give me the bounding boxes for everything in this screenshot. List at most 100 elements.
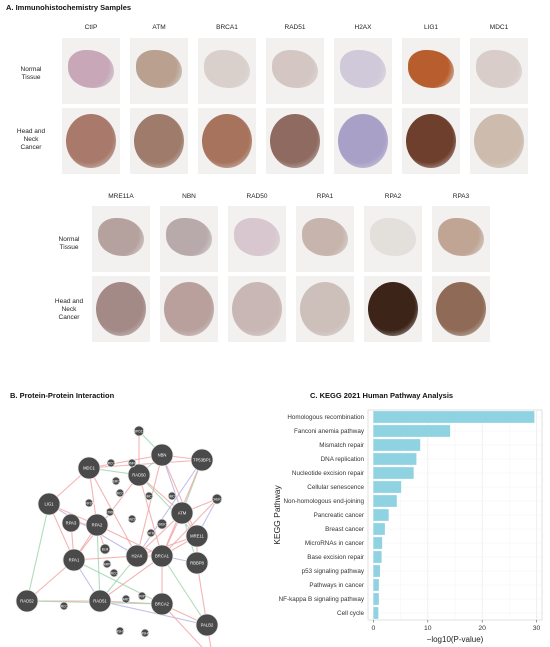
ppi-node-label-chek2: CHEK2 bbox=[212, 497, 223, 501]
bar-cell-cycle bbox=[373, 607, 379, 619]
cancer-tissue-image-atm bbox=[130, 108, 188, 174]
ppi-node-label-smc1: SMC1 bbox=[145, 494, 154, 498]
ppi-node-label-mre11: MRE11 bbox=[190, 533, 204, 538]
ppi-node-label-ercc1: ERCC1 bbox=[106, 461, 117, 465]
normal-tissue-image-mdc1-core bbox=[476, 50, 522, 88]
ppi-node-chek1: CHEK1 bbox=[156, 518, 168, 530]
ppi-node-circle-ercc4 bbox=[115, 488, 125, 498]
ppi-node-label-brca2: BRCA2 bbox=[155, 601, 170, 606]
y-tick-label-11: p53 signaling pathway bbox=[302, 568, 365, 575]
ppi-node-circle-brca2 bbox=[150, 592, 174, 616]
ppi-node-rnf168: RNF168 bbox=[83, 498, 95, 508]
ppi-edge-nbn-mre11 bbox=[161, 454, 198, 537]
normal-tissue-image-ctip-core bbox=[68, 50, 114, 88]
ppi-node-circle-lig1 bbox=[37, 492, 61, 516]
column-label-mdc1: MDC1 bbox=[489, 24, 509, 31]
cancer-tissue-image-h2ax bbox=[334, 108, 392, 174]
column-label-lig1: LIG1 bbox=[423, 24, 439, 31]
row-label-normal: Normal Tissue bbox=[20, 66, 42, 81]
bar-base-excision-repair bbox=[373, 551, 382, 563]
ppi-node-rpa3: RPA3 bbox=[61, 513, 81, 533]
column-label-rpa3: RPA3 bbox=[452, 193, 470, 200]
normal-tissue-image-atm-core bbox=[136, 50, 182, 88]
cancer-tissue-image-rad51-core bbox=[270, 114, 320, 168]
ppi-node-circle-smc3 bbox=[167, 491, 177, 501]
ppi-node-label-atrip: ATRIP bbox=[105, 510, 114, 514]
ppi-edge-tp53bp1-h2ax bbox=[136, 459, 203, 557]
normal-tissue-image-h2ax-core bbox=[340, 50, 386, 88]
cancer-tissue-image-nbn-core bbox=[164, 282, 214, 336]
ppi-node-label-parp1: PARP1 bbox=[102, 562, 112, 566]
column-label-rpa1: RPA1 bbox=[316, 193, 334, 200]
column-label-atm: ATM bbox=[152, 24, 166, 31]
ppi-node-circle-xrcc1 bbox=[109, 568, 119, 578]
ppi-node-circle-parp1 bbox=[102, 559, 112, 569]
bar-breast-cancer bbox=[373, 523, 385, 535]
row-label-normal: Normal Tissue bbox=[58, 236, 80, 251]
cancer-tissue-image-rpa1 bbox=[296, 276, 354, 342]
y-tick-label-13: NF-kappa B signaling pathway bbox=[279, 596, 365, 603]
normal-tissue-image-rad50-core bbox=[234, 218, 280, 256]
ppi-node-label-lig1: LIG1 bbox=[44, 501, 54, 506]
ppi-node-atm: ATM bbox=[170, 501, 194, 525]
ppi-node-label-nbn: NBN bbox=[158, 452, 167, 457]
ppi-node-smc3: SMC3 bbox=[167, 491, 177, 501]
cancer-tissue-image-mre11a-core bbox=[96, 282, 146, 336]
normal-tissue-image-lig1 bbox=[402, 38, 460, 104]
column-label-rad51: RAD51 bbox=[284, 24, 306, 31]
ppi-edge-lig1-rad52 bbox=[26, 503, 50, 602]
ppi-node-label-rpa2: RPA2 bbox=[92, 522, 103, 527]
y-tick-label-7: Pancreatic cancer bbox=[314, 512, 364, 519]
y-tick-label-4: Nucleotide excision repair bbox=[292, 470, 364, 477]
cancer-tissue-image-rad51 bbox=[266, 108, 324, 174]
ppi-node-lig1: LIG1 bbox=[37, 492, 61, 516]
ppi-edge-rad50-mre11 bbox=[138, 474, 198, 537]
ppi-node-fancd2: FANCD2 bbox=[126, 514, 139, 524]
normal-tissue-image-lig1-core bbox=[408, 50, 454, 88]
ppi-edge-rpa1-brca2 bbox=[73, 559, 163, 605]
normal-tissue-image-rad50 bbox=[228, 206, 286, 272]
normal-tissue-image-nbn bbox=[160, 206, 218, 272]
ppi-edge-brca2-lmo1 bbox=[161, 603, 203, 647]
ppi-node-circle-herc2 bbox=[111, 476, 121, 486]
panel-a-title: A. Immunohistochemistry Samples bbox=[6, 3, 132, 12]
ppi-node-chek2: CHEK2 bbox=[211, 493, 223, 505]
normal-tissue-image-rpa1 bbox=[296, 206, 354, 272]
normal-tissue-image-h2ax bbox=[334, 38, 392, 104]
column-label-rad50: RAD50 bbox=[246, 193, 268, 200]
ppi-node-mdc1: MDC1 bbox=[77, 456, 101, 480]
ppi-node-blm: BLM bbox=[99, 543, 111, 555]
ppi-node-label-bard1: BARD1 bbox=[121, 597, 132, 601]
cancer-tissue-image-rpa2 bbox=[364, 276, 422, 342]
ppi-node-label-herc2: HERC2 bbox=[111, 479, 122, 483]
x-tick-label-30: 30 bbox=[533, 625, 541, 632]
ppi-node-circle-atm bbox=[170, 501, 194, 525]
ppi-node-msh2: MSH2 bbox=[116, 626, 125, 636]
column-label-rpa2: RPA2 bbox=[384, 193, 402, 200]
y-tick-label-10: Base excision repair bbox=[307, 554, 364, 561]
bar-p53-signaling-pathway bbox=[373, 565, 380, 577]
ppi-node-rpa2: RPA2 bbox=[85, 513, 109, 537]
ppi-node-circle-chek2 bbox=[211, 493, 223, 505]
y-tick-label-0: Homologous recombination bbox=[287, 414, 364, 421]
ppi-node-circle-rpa2 bbox=[85, 513, 109, 537]
ppi-node-label-atr: ATR bbox=[148, 531, 155, 535]
ppi-node-label-rpa3: RPA3 bbox=[66, 520, 77, 525]
bar-fanconi-anemia-pathway bbox=[373, 425, 451, 437]
ppi-node-smc1: SMC1 bbox=[145, 491, 154, 501]
ppi-node-circle-xrcc4 bbox=[59, 601, 69, 611]
x-axis-title: −log10(P-value) bbox=[427, 635, 484, 644]
ppi-node-label-rnf8: RNF8 bbox=[128, 461, 137, 465]
ppi-node-ercc1: ERCC1 bbox=[106, 458, 117, 468]
ppi-node-h2ax: H2AX bbox=[125, 544, 149, 568]
cancer-tissue-image-brca1 bbox=[198, 108, 256, 174]
ppi-node-palb2: PALB2 bbox=[195, 613, 219, 637]
cancer-tissue-image-h2ax-core bbox=[338, 114, 388, 168]
ppi-node-circle-nbn bbox=[150, 443, 174, 467]
ppi-edge-mdc1-nbn bbox=[88, 454, 163, 469]
ppi-node-circle-palb2 bbox=[195, 613, 219, 637]
normal-tissue-image-atm bbox=[130, 38, 188, 104]
ppi-node-circle-msh6 bbox=[140, 628, 150, 638]
ppi-node-circle-fancd2 bbox=[127, 514, 137, 524]
ppi-node-circle-atrip bbox=[105, 507, 115, 517]
